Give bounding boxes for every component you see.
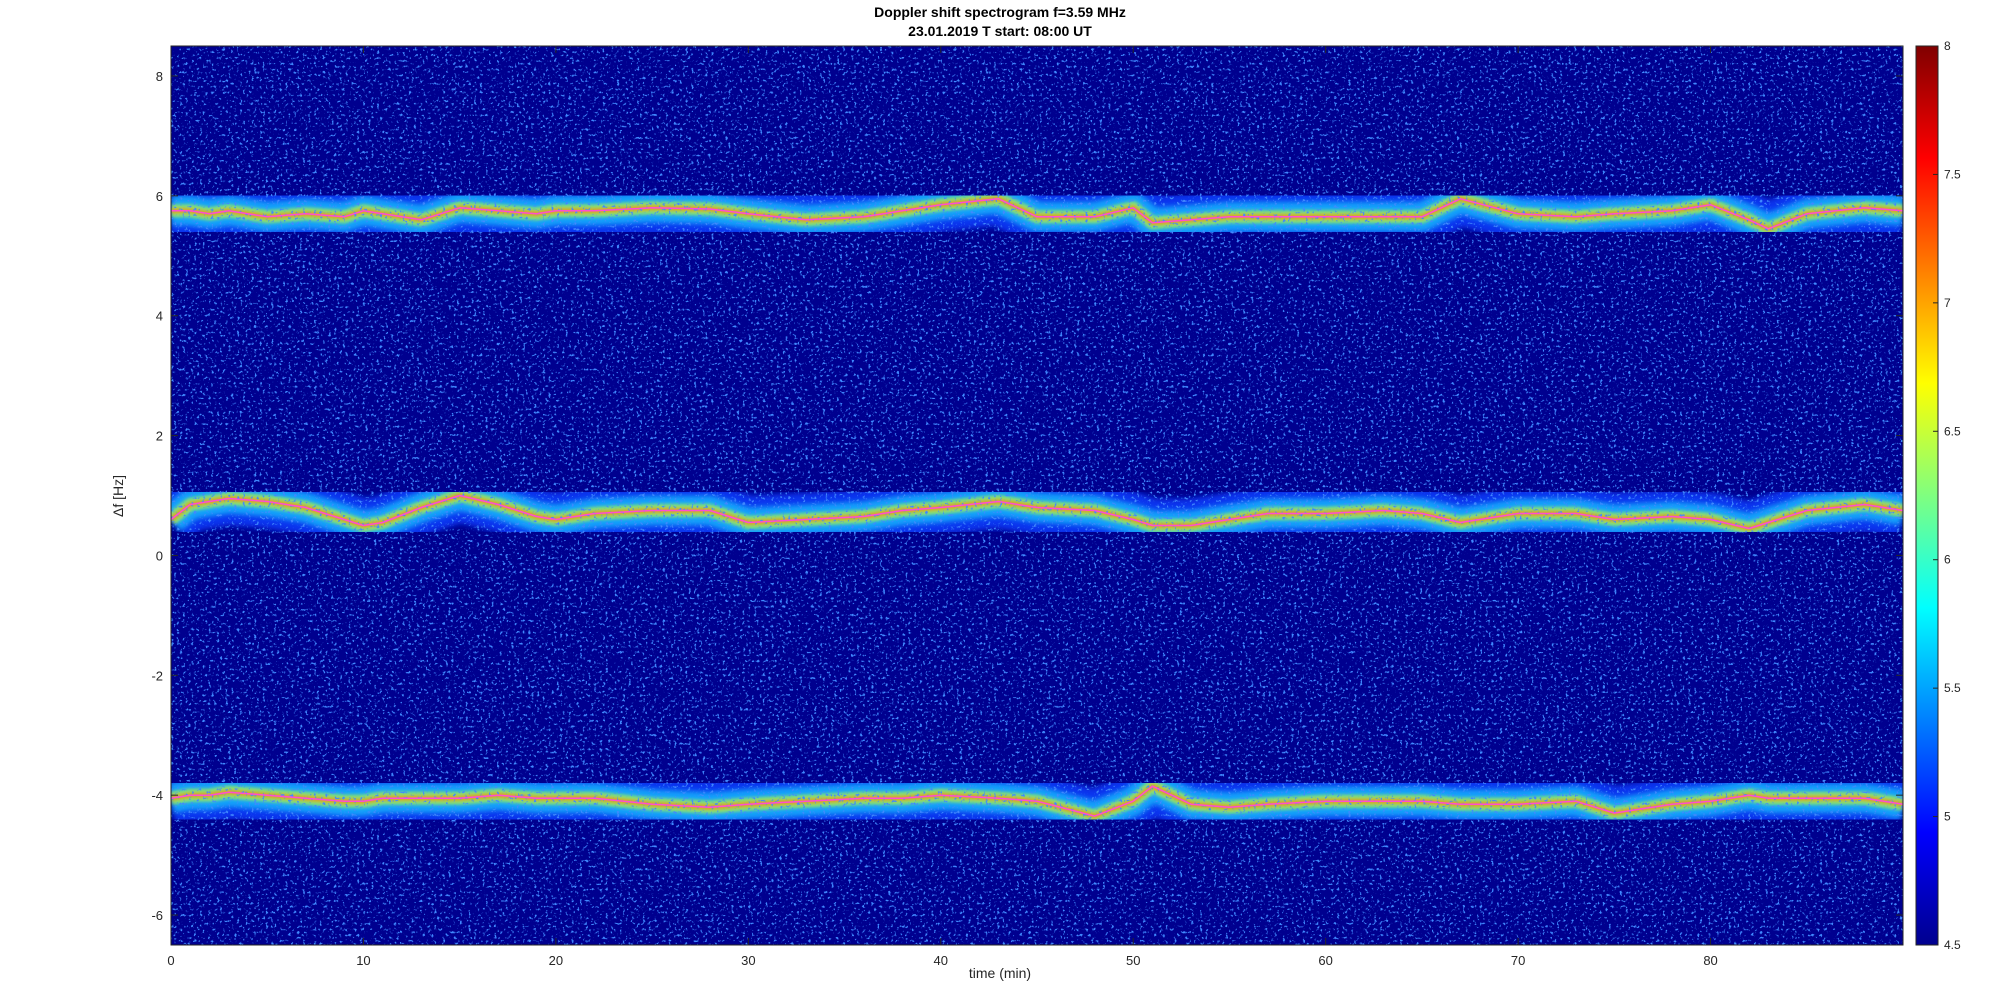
x-tick-label: 30 [741,953,755,968]
colorbar-tick-label: 5 [1944,810,1951,824]
x-axis: 0 10 20 30 40 50 60 70 80 [167,46,1718,968]
trace-line-2 [171,785,1903,817]
plot-frame [170,45,1904,946]
y-axis: -6 -4 -2 0 2 4 6 8 [151,69,1903,923]
y-tick-label: -2 [151,668,163,683]
y-axis-label: Δf [Hz] [110,474,126,518]
trace-line-0 [171,198,1903,230]
colorbar-tick-label: 6 [1944,553,1951,567]
colorbar-tick-label: 8 [1944,39,1951,53]
colorbar-tick-label: 6.5 [1944,424,1961,438]
colorbar-tick-label: 4.5 [1944,938,1961,952]
x-axis-label: time (min) [968,965,1032,981]
y-tick-label: -4 [151,788,163,803]
noise-speckle [171,46,1903,945]
doppler-traces [171,198,1903,817]
colorbar-tick-label: 7.5 [1944,167,1961,181]
x-tick-label: 50 [1126,953,1140,968]
x-tick-label: 70 [1511,953,1525,968]
x-tick-label: 10 [356,953,370,968]
x-tick-label: 60 [1318,953,1332,968]
trace-line-1 [171,494,1903,530]
colorbar-tick-label: 5.5 [1944,681,1961,695]
chart-subtitle: 23.01.2019 T start: 08:00 UT [908,23,1092,39]
x-tick-label: 40 [934,953,948,968]
y-tick-label: 4 [156,309,163,324]
y-tick-label: 6 [156,189,163,204]
colorbar-tick-label: 7 [1944,296,1951,310]
colorbar-gradient [1915,45,1939,946]
y-tick-label: 0 [156,548,163,563]
chart-title: Doppler shift spectrogram f=3.59 MHz [874,4,1126,20]
x-tick-label: 0 [167,953,174,968]
y-tick-label: 8 [156,69,163,84]
y-tick-label: 2 [156,429,163,444]
x-tick-label: 20 [549,953,563,968]
colorbar: 4.5 5 5.5 6 6.5 7 7.5 8 [1915,39,1961,952]
y-tick-label: -6 [151,908,163,923]
x-tick-label: 80 [1703,953,1717,968]
